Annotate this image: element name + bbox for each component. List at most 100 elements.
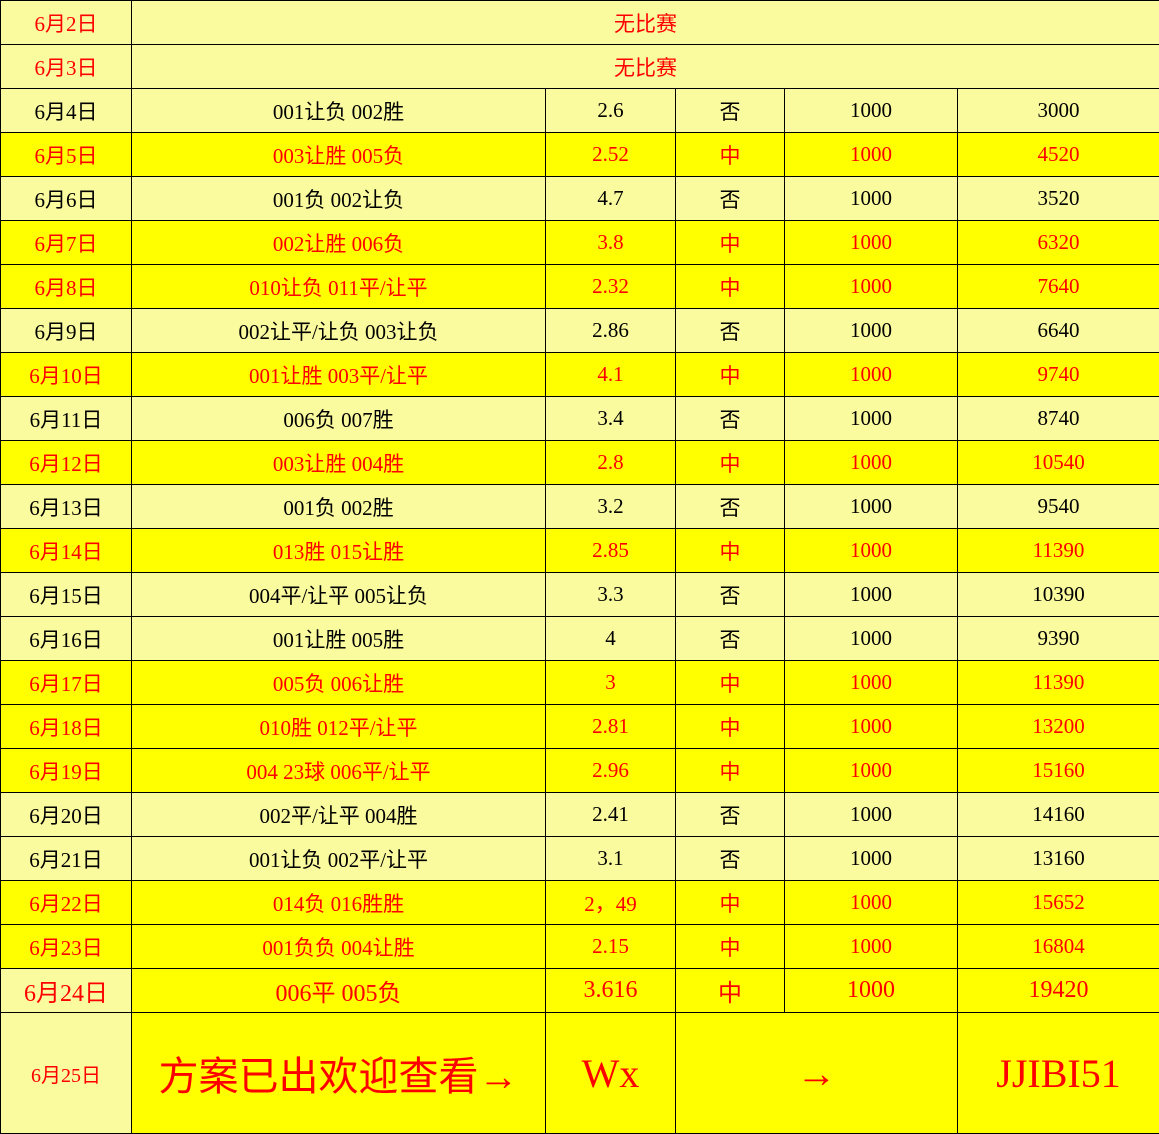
odds-cell: 3.4	[546, 397, 676, 441]
odds-cell: 2.15	[546, 925, 676, 969]
stake-cell: 1000	[785, 133, 958, 177]
date-cell: 6月18日	[1, 705, 132, 749]
total-cell: 6640	[958, 309, 1159, 353]
pick-cell: 003让胜 004胜	[132, 441, 546, 485]
pick-cell: 001让胜 005胜	[132, 617, 546, 661]
odds-cell: 3.2	[546, 485, 676, 529]
stake-cell: 1000	[785, 705, 958, 749]
stake-cell: 1000	[785, 177, 958, 221]
result-cell: 中	[676, 881, 785, 925]
pick-cell: 001让负 002平/让平	[132, 837, 546, 881]
date-cell: 6月9日	[1, 309, 132, 353]
odds-cell: 2.8	[546, 441, 676, 485]
odds-cell: 2.32	[546, 265, 676, 309]
pick-cell: 014负 016胜胜	[132, 881, 546, 925]
total-cell: 8740	[958, 397, 1159, 441]
date-cell: 6月8日	[1, 265, 132, 309]
stake-cell: 1000	[785, 573, 958, 617]
date-cell: 6月19日	[1, 749, 132, 793]
odds-cell: 3.1	[546, 837, 676, 881]
total-cell: 16804	[958, 925, 1159, 969]
stake-cell: 1000	[785, 529, 958, 573]
stake-cell: 1000	[785, 221, 958, 265]
stake-cell: 1000	[785, 925, 958, 969]
pick-cell: 003让胜 005负	[132, 133, 546, 177]
table-row-footer: 6月25日 方案已出欢迎查看→ Wx → JJIBI51	[1, 1013, 1159, 1134]
pick-cell: 002平/让平 004胜	[132, 793, 546, 837]
table-row: 6月2日无比赛	[1, 1, 1159, 45]
total-cell: 9740	[958, 353, 1159, 397]
stake-cell: 1000	[785, 485, 958, 529]
total-cell: 19420	[958, 969, 1159, 1013]
pick-cell: 010让负 011平/让平	[132, 265, 546, 309]
date-cell: 6月13日	[1, 485, 132, 529]
total-cell: 14160	[958, 793, 1159, 837]
total-cell: 3520	[958, 177, 1159, 221]
pick-cell: 010胜 012平/让平	[132, 705, 546, 749]
pick-cell: 001让负 002胜	[132, 89, 546, 133]
stake-cell: 1000	[785, 749, 958, 793]
result-cell: 中	[676, 529, 785, 573]
total-cell: 10390	[958, 573, 1159, 617]
pick-cell: 001负 002让负	[132, 177, 546, 221]
odds-cell: 2，49	[546, 881, 676, 925]
pick-cell: 002让平/让负 003让负	[132, 309, 546, 353]
total-cell: 4520	[958, 133, 1159, 177]
date-cell: 6月7日	[1, 221, 132, 265]
date-cell: 6月2日	[1, 1, 132, 45]
date-cell: 6月6日	[1, 177, 132, 221]
date-cell: 6月12日	[1, 441, 132, 485]
total-cell: 15652	[958, 881, 1159, 925]
result-cell: 中	[676, 441, 785, 485]
result-cell: 否	[676, 573, 785, 617]
odds-cell: 3.3	[546, 573, 676, 617]
total-cell: 9540	[958, 485, 1159, 529]
stake-cell: 1000	[785, 793, 958, 837]
pick-cell: 002让胜 006负	[132, 221, 546, 265]
total-cell: 11390	[958, 529, 1159, 573]
result-cell: 中	[676, 221, 785, 265]
pick-cell: 004 23球 006平/让平	[132, 749, 546, 793]
pick-cell: 001负负 004让胜	[132, 925, 546, 969]
total-cell: 13200	[958, 705, 1159, 749]
odds-cell: 2.86	[546, 309, 676, 353]
date-cell: 6月25日	[1, 1013, 132, 1134]
result-cell: 中	[676, 925, 785, 969]
result-cell: 否	[676, 485, 785, 529]
result-cell: 中	[676, 749, 785, 793]
promo-message: 方案已出欢迎查看→	[132, 1013, 546, 1134]
date-cell: 6月4日	[1, 89, 132, 133]
pick-cell: 006平 005负	[132, 969, 546, 1013]
date-cell: 6月21日	[1, 837, 132, 881]
odds-cell: 2.96	[546, 749, 676, 793]
total-cell: 6320	[958, 221, 1159, 265]
odds-cell: 2.85	[546, 529, 676, 573]
stake-cell: 1000	[785, 353, 958, 397]
date-cell: 6月17日	[1, 661, 132, 705]
table-row: 6月3日无比赛	[1, 45, 1159, 89]
result-cell: 否	[676, 177, 785, 221]
result-cell: 否	[676, 309, 785, 353]
stake-cell: 1000	[785, 617, 958, 661]
stake-cell: 1000	[785, 89, 958, 133]
result-cell: 否	[676, 837, 785, 881]
date-cell: 6月16日	[1, 617, 132, 661]
stake-cell: 1000	[785, 881, 958, 925]
pick-cell: 005负 006让胜	[132, 661, 546, 705]
result-cell: 否	[676, 793, 785, 837]
total-cell: 7640	[958, 265, 1159, 309]
date-cell: 6月24日	[1, 969, 132, 1013]
date-cell: 6月10日	[1, 353, 132, 397]
